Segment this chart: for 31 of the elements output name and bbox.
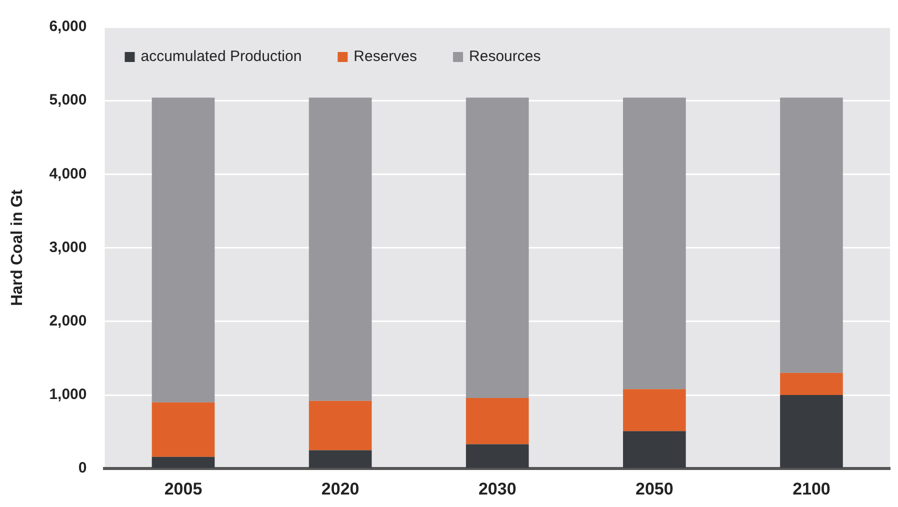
- bar: [623, 431, 686, 468]
- x-tick-label: 2030: [478, 479, 516, 498]
- bar: [308, 450, 372, 468]
- y-tick-label: 6,000: [49, 18, 87, 36]
- bar: [780, 98, 843, 373]
- bar: [466, 444, 529, 468]
- bar: [466, 98, 529, 398]
- x-tick-label: 2020: [321, 479, 360, 498]
- bar: [152, 456, 215, 468]
- legend-label: Resources: [469, 48, 541, 66]
- y-axis-title: Hard Coal in Gt: [9, 188, 26, 306]
- legend-label: accumulated Production: [140, 48, 302, 66]
- bar: [780, 395, 843, 468]
- bar: [152, 402, 215, 457]
- bar: [308, 98, 372, 401]
- bar: [152, 98, 215, 402]
- x-tick-label: 2050: [636, 479, 674, 498]
- bar: [623, 98, 686, 390]
- y-tick-label: 2,000: [49, 312, 87, 330]
- bar: [466, 398, 529, 444]
- bar: [780, 372, 843, 395]
- y-tick-label: 5,000: [49, 92, 87, 109]
- bar: [308, 400, 372, 450]
- x-tick-label: 2005: [164, 479, 202, 498]
- y-tick-label: 4,000: [49, 165, 87, 182]
- x-tick-label: 2100: [792, 479, 830, 498]
- legend-label: Reserves: [354, 48, 418, 66]
- y-tick-label: 0: [78, 460, 87, 477]
- y-tick-label: 3,000: [49, 238, 87, 256]
- bar: [623, 389, 686, 432]
- y-tick-label: 1,000: [49, 386, 87, 404]
